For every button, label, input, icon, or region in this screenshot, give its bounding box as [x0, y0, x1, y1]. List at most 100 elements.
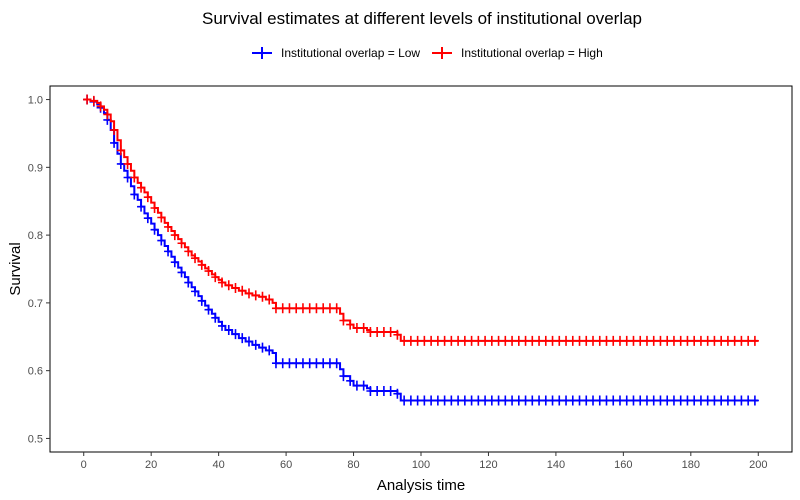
censor-mark: [744, 335, 753, 346]
censor-mark: [393, 329, 402, 340]
censor-mark: [332, 303, 341, 314]
censor-mark: [251, 290, 260, 301]
censor-mark: [346, 319, 355, 330]
censor-mark: [123, 158, 132, 169]
x-tick-label: 40: [213, 459, 225, 471]
censor-mark: [427, 335, 436, 346]
censor-mark: [690, 335, 699, 346]
censor-mark: [737, 335, 746, 346]
censor-mark: [184, 277, 193, 288]
legend-item-low: Institutional overlap = Low: [252, 46, 420, 60]
censor-mark: [218, 320, 227, 331]
censor-mark: [474, 395, 483, 406]
censor-mark: [433, 395, 442, 406]
legend-label-high: Institutional overlap = High: [461, 46, 603, 60]
censor-mark: [676, 395, 685, 406]
y-tick-label: 0.6: [28, 366, 43, 378]
censor-mark: [319, 303, 328, 314]
censor-mark: [373, 386, 382, 396]
censor-mark: [582, 395, 591, 406]
censor-mark: [615, 395, 624, 406]
censor-mark: [312, 303, 321, 314]
censor-mark: [325, 358, 334, 369]
censor-mark: [366, 327, 375, 338]
legend: Institutional overlap = Low Institutiona…: [252, 46, 603, 60]
censor-mark: [460, 395, 469, 406]
censor-mark: [366, 386, 375, 396]
censor-mark: [609, 335, 618, 346]
censor-mark: [717, 335, 726, 346]
censor-mark: [723, 395, 732, 406]
censor-mark: [494, 395, 503, 406]
censor-mark: [177, 267, 186, 278]
censor-mark: [744, 395, 753, 406]
censor-mark: [629, 335, 638, 346]
censor-mark: [750, 335, 759, 346]
x-tick-label: 80: [347, 459, 359, 471]
censor-mark: [292, 303, 301, 314]
censor-mark: [562, 395, 571, 406]
censor-mark: [602, 395, 611, 406]
censor-mark: [696, 335, 705, 346]
censor-mark: [157, 235, 166, 246]
censor-mark: [83, 94, 92, 105]
censor-mark: [683, 395, 692, 406]
y-tick-label: 0.8: [28, 230, 43, 242]
censor-mark: [710, 335, 719, 346]
survival-line-low: [83, 98, 759, 402]
censor-mark: [454, 335, 463, 346]
censor-mark: [379, 327, 388, 338]
censor-mark: [339, 315, 348, 326]
censor-mark: [123, 172, 132, 183]
censor-mark: [244, 336, 253, 347]
censor-mark: [447, 395, 456, 406]
censor-mark: [467, 335, 476, 346]
censor-mark: [514, 395, 523, 406]
y-tick-label: 0.7: [28, 298, 43, 310]
censor-mark: [595, 395, 604, 406]
censor-mark: [589, 335, 598, 346]
censor-mark: [548, 395, 557, 406]
censor-mark: [150, 203, 159, 213]
censor-mark: [433, 335, 442, 346]
censor-mark: [191, 253, 200, 264]
censor-mark: [562, 335, 571, 346]
y-axis-title: Survival: [7, 242, 24, 295]
censor-mark: [204, 304, 213, 315]
censor-mark: [150, 224, 159, 235]
censor-mark: [454, 395, 463, 406]
censor-mark: [204, 266, 213, 277]
x-tick-label: 0: [81, 459, 87, 471]
censor-mark: [251, 339, 260, 350]
censor-mark: [710, 395, 719, 406]
censor-mark: [164, 221, 173, 232]
censor-mark: [548, 335, 557, 346]
y-axis: 0.5 0.6 0.7 0.8 0.9 1.0: [28, 95, 50, 445]
censor-mark: [508, 395, 517, 406]
censor-mark: [143, 192, 152, 203]
censor-mark: [386, 386, 395, 396]
censor-mark: [568, 335, 577, 346]
censor-mark: [130, 172, 139, 183]
censor-mark: [224, 325, 233, 335]
censor-mark: [157, 212, 166, 223]
censor-mark: [130, 189, 139, 200]
censor-mark: [622, 395, 631, 406]
censor-mark: [521, 395, 530, 406]
censor-mark: [386, 327, 395, 338]
x-tick-label: 100: [412, 459, 430, 471]
x-tick-label: 180: [682, 459, 700, 471]
censor-mark: [406, 395, 415, 406]
censor-mark: [501, 395, 510, 406]
censor-mark: [642, 335, 651, 346]
censor-mark: [319, 358, 328, 369]
censor-mark: [137, 201, 146, 212]
censor-mark: [636, 395, 645, 406]
censor-mark: [420, 395, 429, 406]
censor-mark: [723, 335, 732, 346]
x-tick-label: 140: [547, 459, 565, 471]
censor-mark: [325, 303, 334, 314]
censor-mark: [352, 380, 361, 391]
censor-mark: [400, 395, 409, 406]
